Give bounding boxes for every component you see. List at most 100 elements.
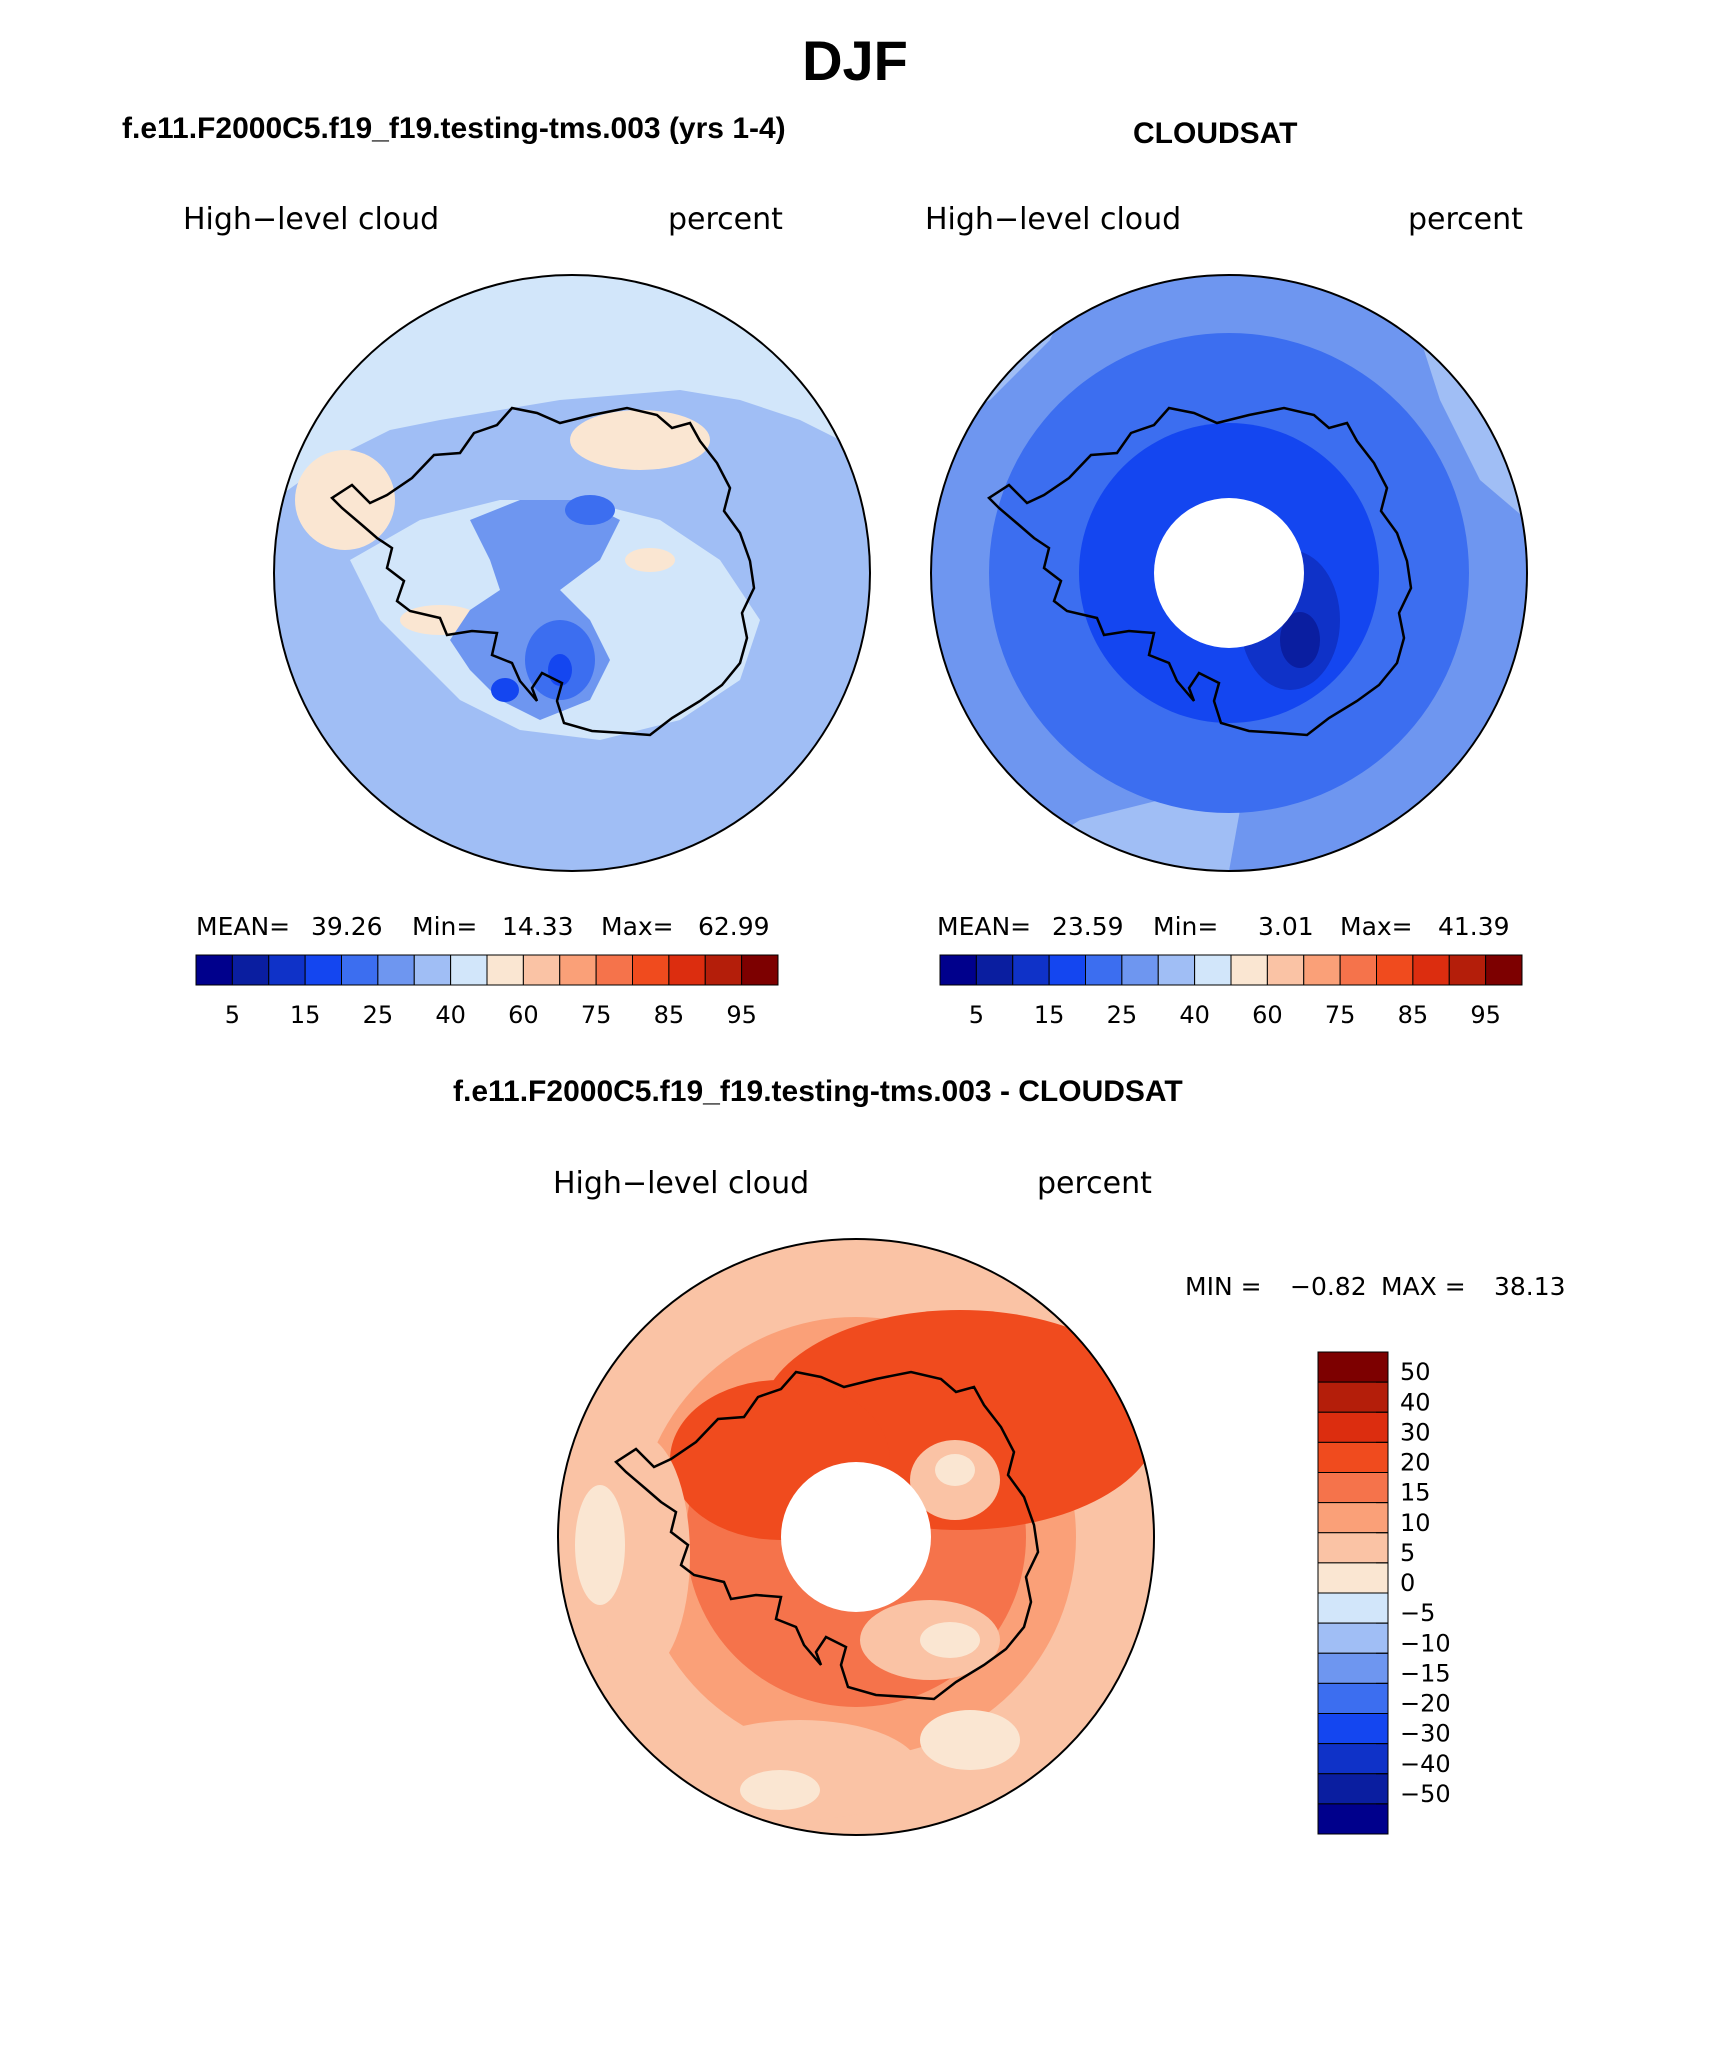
cloudsat-colorbar-swatch — [1121, 954, 1159, 986]
diff-colorbar-tick-label: 40 — [1400, 1388, 1431, 1416]
cloudsat-colorbar-swatch — [1085, 954, 1123, 986]
model-colorbar-swatch — [341, 954, 379, 986]
diff-colorbar-swatch — [1317, 1532, 1389, 1564]
model-colorbar-swatch — [632, 954, 670, 986]
model-colorbar-tick-label: 15 — [290, 1001, 321, 1029]
diff-colorbar-swatch — [1317, 1472, 1389, 1504]
model-colorbar: 5 15 25 40 60 75 85 95 — [195, 954, 779, 1029]
cloudsat-colorbar: 5 15 25 40 60 75 85 95 — [939, 954, 1523, 1029]
cloudsat-colorbar-tick-label: 85 — [1398, 1001, 1429, 1029]
diff-colorbar-swatch — [1317, 1713, 1389, 1745]
diff-min-value: −0.82 — [1290, 1272, 1367, 1301]
panel2-variable-label: High−level cloud — [925, 202, 1182, 237]
panel2-mean-value: 23.59 — [1052, 912, 1124, 941]
diff-colorbar-swatch — [1317, 1682, 1389, 1714]
model-colorbar-swatch — [486, 954, 524, 986]
cloudsat-colorbar-swatch — [939, 954, 977, 986]
panel2-min-value: 3.01 — [1258, 912, 1314, 941]
panel1-units-label: percent — [668, 202, 783, 237]
cloudsat-colorbar-swatch — [1157, 954, 1196, 986]
cloudsat-colorbar-swatch — [1048, 954, 1086, 986]
diff-colorbar-tick-label: 50 — [1400, 1358, 1431, 1386]
model-colorbar-tick-label: 85 — [654, 1001, 685, 1029]
model-colorbar-tick-label: 75 — [581, 1001, 612, 1029]
model-colorbar-swatch — [595, 954, 633, 986]
cloudsat-colorbar-tick-label: 25 — [1107, 1001, 1138, 1029]
diff-variable-label: High−level cloud — [553, 1166, 810, 1201]
diff-colorbar-swatch — [1317, 1743, 1389, 1775]
panel1-max-value: 62.99 — [698, 912, 770, 941]
diff-colorbar-swatch — [1317, 1652, 1389, 1684]
diff-units-label: percent — [1037, 1166, 1152, 1201]
cloudsat-colorbar-tick-label: 40 — [1179, 1001, 1210, 1029]
model-colorbar-tick-label: 95 — [726, 1001, 757, 1029]
model-colorbar-swatch — [268, 954, 306, 986]
cloudsat-colorbar-swatch — [1485, 954, 1523, 986]
diff-min-label: MIN = — [1185, 1272, 1262, 1301]
cloudsat-colorbar-swatch — [1266, 954, 1305, 986]
diff-colorbar-tick-label: 0 — [1400, 1569, 1415, 1597]
cloudsat-map-frame — [930, 274, 1528, 872]
diff-colorbar-swatch — [1317, 1351, 1389, 1383]
diff-colorbar-tick-label: −50 — [1400, 1780, 1451, 1808]
panel2-units-label: percent — [1408, 202, 1523, 237]
page-title: DJF — [802, 29, 908, 92]
diff-colorbar-swatch — [1317, 1441, 1389, 1473]
cloudsat-colorbar-tick-label: 75 — [1325, 1001, 1356, 1029]
model-map — [274, 275, 870, 871]
cloudsat-colorbar-swatch — [1012, 954, 1050, 986]
cloudsat-colorbar-tick-label: 5 — [969, 1001, 984, 1029]
diff-colorbar-tick-label: 10 — [1400, 1509, 1431, 1537]
diff-map-frame — [557, 1238, 1155, 1836]
model-colorbar-tick-label: 5 — [225, 1001, 240, 1029]
diff-colorbar-swatch — [1317, 1622, 1389, 1654]
panel2-max-value: 41.39 — [1438, 912, 1510, 941]
diff-colorbar-tick-label: −10 — [1400, 1629, 1451, 1657]
cloudsat-colorbar-swatch — [1339, 954, 1377, 986]
diff-colorbar-tick-label: 5 — [1400, 1539, 1415, 1567]
model-colorbar-swatch — [741, 954, 779, 986]
cloudsat-colorbar-swatch — [1376, 954, 1414, 986]
model-colorbar-swatch — [195, 954, 233, 986]
panel1-mean-value: 39.26 — [311, 912, 383, 941]
cloudsat-colorbar-swatch — [1194, 954, 1232, 986]
diff-colorbar-swatch — [1317, 1592, 1389, 1624]
diff-colorbar-tick-label: 30 — [1400, 1418, 1431, 1446]
diff-title: f.e11.F2000C5.f19_f19.testing-tms.003 - … — [453, 1075, 1183, 1108]
panel1-min-label: Min= — [412, 912, 478, 941]
diff-colorbar-swatch — [1317, 1411, 1389, 1443]
diff-max-label: MAX = — [1381, 1272, 1466, 1301]
cloudsat-colorbar-swatch — [1448, 954, 1487, 986]
model-colorbar-swatch — [377, 954, 415, 986]
panel2-case-title: CLOUDSAT — [1133, 117, 1298, 150]
model-colorbar-tick-label: 25 — [363, 1001, 394, 1029]
model-colorbar-swatch — [450, 954, 488, 986]
cloudsat-colorbar-tick-label: 60 — [1252, 1001, 1283, 1029]
diff-colorbar-tick-label: −30 — [1400, 1720, 1451, 1748]
model-colorbar-swatch — [522, 954, 561, 986]
diff-colorbar-swatch — [1317, 1562, 1389, 1594]
diff-colorbar-swatch — [1317, 1381, 1389, 1413]
cloudsat-colorbar-tick-label: 15 — [1034, 1001, 1065, 1029]
diff-colorbar-swatch — [1317, 1502, 1389, 1534]
diff-colorbar-tick-label: −40 — [1400, 1750, 1451, 1778]
panel1-min-value: 14.33 — [502, 912, 574, 941]
model-colorbar-swatch — [559, 954, 597, 986]
panel1-mean-label: MEAN= — [196, 912, 291, 941]
cloudsat-colorbar-swatch — [1230, 954, 1268, 986]
model-colorbar-swatch — [704, 954, 743, 986]
model-colorbar-swatch — [304, 954, 342, 986]
diff-colorbar-swatch — [1317, 1803, 1389, 1835]
model-colorbar-tick-label: 60 — [508, 1001, 539, 1029]
diff-colorbar-swatch — [1317, 1773, 1389, 1805]
diff-colorbar-tick-label: 15 — [1400, 1479, 1431, 1507]
model-map-frame — [273, 274, 871, 872]
cloudsat-colorbar-swatch — [1412, 954, 1450, 986]
diff-max-value: 38.13 — [1494, 1272, 1566, 1301]
panel1-variable-label: High−level cloud — [183, 202, 440, 237]
diff-colorbar-tick-label: 20 — [1400, 1449, 1431, 1477]
cloudsat-colorbar-tick-label: 95 — [1470, 1001, 1501, 1029]
panel2-max-label: Max= — [1340, 912, 1413, 941]
